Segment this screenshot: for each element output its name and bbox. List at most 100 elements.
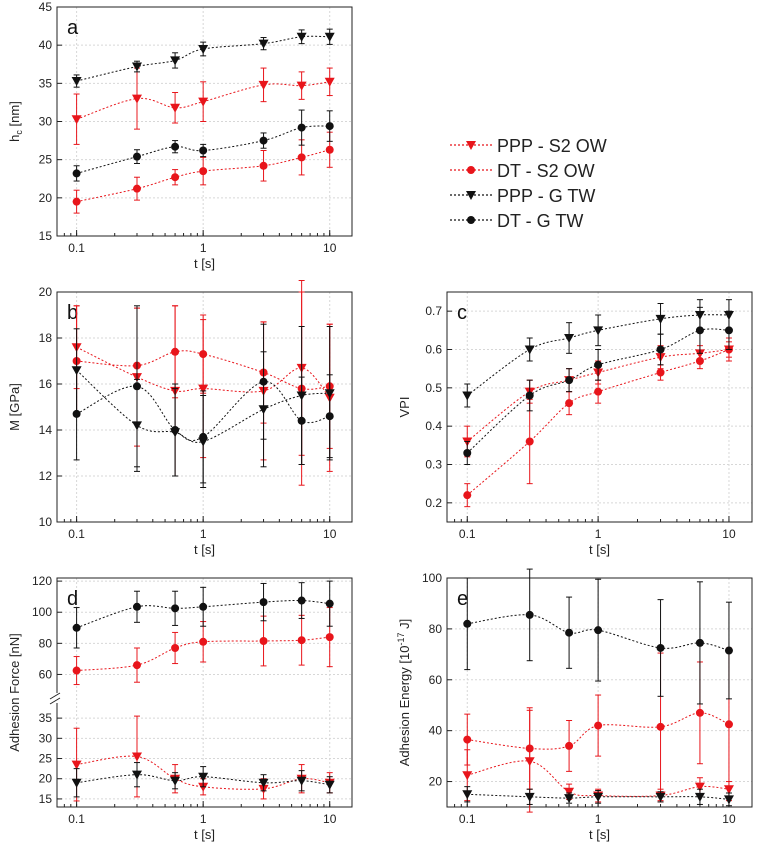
data-point [695, 326, 704, 335]
data-point [525, 610, 534, 619]
x-tick-label: 10 [323, 241, 337, 255]
panel-label-d: d [67, 588, 78, 610]
data-point [296, 32, 307, 42]
data-point [463, 619, 472, 628]
x-tick-label: 10 [722, 527, 736, 541]
y-tick-label: 0.7 [425, 304, 442, 318]
data-point [694, 782, 705, 792]
panel-label-a: a [67, 17, 79, 39]
data-point [565, 399, 574, 408]
data-point [594, 360, 603, 369]
data-point [463, 449, 472, 457]
data-point [724, 646, 733, 655]
y-tick-label: 60 [39, 667, 53, 681]
y-tick-label: 45 [39, 0, 53, 14]
plot-frame-d [56, 577, 353, 808]
data-point [71, 77, 82, 87]
data-point [462, 771, 473, 781]
data-point [296, 776, 307, 786]
data-point [524, 792, 535, 802]
data-point [724, 326, 733, 335]
y-tick-label: 20 [429, 775, 443, 789]
y-tick-label: 0.2 [425, 496, 442, 510]
data-point [656, 345, 665, 354]
data-point [131, 94, 142, 104]
data-point [694, 792, 705, 802]
y-tick-label: 30 [39, 115, 53, 129]
y-tick-label: 80 [429, 622, 443, 636]
x-axis-label: t [s] [194, 256, 215, 271]
y-tick-label: 0.5 [425, 381, 442, 395]
data-point [525, 437, 534, 446]
y-axis-label: hc [nm] [7, 101, 24, 142]
chart-panel-a: 0.1 1 10 15 20 25 30 35 40 45 t [s] hc [nm] a [7, 0, 353, 271]
series-c-3 [463, 306, 733, 465]
data-point [324, 780, 335, 790]
y-tick-label: 20 [39, 191, 53, 205]
x-tick-label: 0.1 [459, 812, 476, 826]
plot-frame-e [446, 577, 753, 808]
y-tick-label: 25 [39, 752, 53, 766]
data-point [259, 598, 268, 607]
y-tick-label: 10 [39, 515, 53, 529]
data-point [72, 623, 81, 632]
data-point [325, 145, 334, 154]
x-tick-label: 1 [200, 812, 207, 826]
data-point [325, 412, 334, 421]
y-axis-label: VPI [397, 397, 412, 418]
legend: PPP - S2 OW DT - S2 OW PPP - G TW DT - G TW [450, 136, 607, 231]
data-point [199, 167, 208, 176]
data-point [171, 604, 180, 613]
legend-marker [466, 141, 476, 150]
data-point [462, 790, 473, 800]
data-point [565, 376, 574, 385]
series-d-2 [71, 762, 335, 798]
y-tick-label: 20 [39, 285, 53, 299]
data-point [324, 32, 335, 42]
legend-label: PPP - G TW [497, 186, 595, 206]
data-point [71, 760, 82, 770]
y-axis-label: Adhesion Energy [10-17 J] [396, 619, 412, 766]
data-point [324, 77, 335, 87]
plot-frame-c [446, 291, 753, 523]
data-point [593, 792, 604, 802]
data-point [259, 637, 268, 645]
x-tick-label: 0.1 [459, 527, 476, 541]
data-point [199, 602, 208, 611]
data-point [524, 345, 535, 355]
data-point [199, 432, 208, 441]
data-point [132, 152, 141, 161]
data-point [72, 197, 81, 206]
y-tick-label: 100 [32, 605, 52, 619]
data-point [695, 357, 704, 365]
x-tick-label: 10 [722, 812, 736, 826]
data-point [297, 596, 306, 605]
data-point [131, 62, 142, 72]
panel-label-b: b [67, 302, 78, 324]
y-tick-label: 80 [39, 636, 53, 650]
series-c-1 [463, 341, 733, 508]
plot-frame-b [56, 291, 353, 523]
data-point [259, 377, 268, 386]
data-point [72, 169, 81, 178]
panel-label-c: c [457, 302, 467, 324]
legend-marker [467, 216, 475, 224]
panel-label-e: e [457, 588, 468, 610]
data-point [723, 795, 734, 805]
chart-panel-d: 0.1 1 10 15 20 25 30 35 60 80 100 120 t [s] Adhesion … [7, 574, 353, 842]
series-a-3 [72, 109, 334, 182]
chart-panel-b: 0.1 1 10 10 12 14 16 18 20 t [s] M [GPa] b [7, 280, 353, 557]
data-point [171, 142, 180, 151]
y-axis-label: Adhesion Force [nN] [7, 633, 22, 752]
data-point [132, 184, 141, 193]
data-point [564, 787, 575, 797]
axis-break-gap [51, 693, 63, 703]
data-point [131, 770, 142, 780]
data-point [72, 666, 81, 675]
x-tick-label: 10 [323, 812, 337, 826]
data-point [297, 416, 306, 425]
data-point [325, 633, 334, 642]
data-point [462, 391, 473, 401]
data-point [71, 778, 82, 788]
x-tick-label: 1 [200, 241, 207, 255]
